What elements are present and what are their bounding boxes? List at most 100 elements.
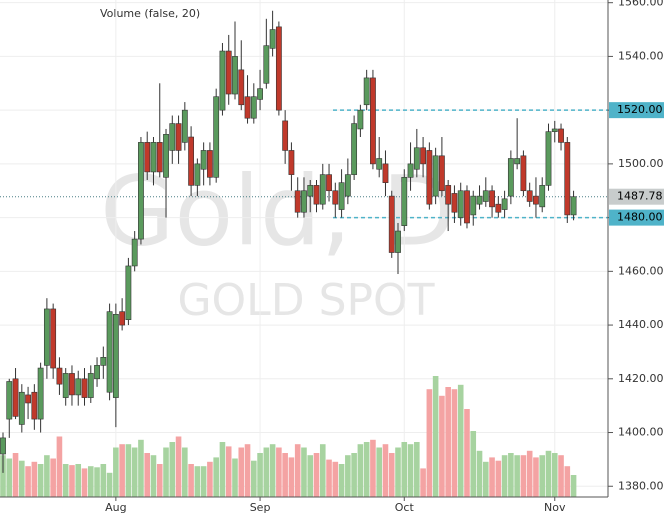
volume-bar <box>426 389 433 497</box>
candle-body <box>470 195 477 216</box>
candle-body <box>376 158 383 170</box>
candle-body <box>570 196 577 216</box>
y-tick-label: 1560.00 <box>618 0 664 9</box>
volume-bar <box>19 460 25 497</box>
volume-bar <box>558 455 564 497</box>
candle-body <box>388 195 395 253</box>
x-tick-label: Nov <box>544 501 566 514</box>
volume-bar <box>432 376 439 497</box>
volume-bar <box>12 453 19 497</box>
last-price-label: 1487.78 <box>617 190 663 203</box>
volume-bar <box>225 446 232 497</box>
volume-bar <box>276 447 282 497</box>
candle-body <box>225 50 232 95</box>
candle-body <box>526 190 533 202</box>
volume-bar <box>445 387 451 497</box>
candle-body <box>326 174 332 192</box>
y-tick-label: 1440.00 <box>618 318 664 331</box>
candle-body <box>207 150 213 178</box>
candle-body <box>138 142 144 240</box>
candle-body <box>112 314 119 398</box>
candle-body <box>294 190 301 213</box>
y-tick-label: 1540.00 <box>618 49 664 62</box>
candle-body <box>106 311 113 393</box>
candle-body <box>432 155 439 197</box>
volume-bar <box>119 444 125 497</box>
volume-bar <box>213 457 219 497</box>
volume-bar <box>169 442 176 497</box>
candle-body <box>18 391 25 425</box>
candle-body <box>25 394 31 404</box>
volume-bar <box>363 442 370 497</box>
candle-body <box>75 378 82 396</box>
candle-body <box>482 190 489 202</box>
candle-body <box>507 158 514 197</box>
y-tick-label: 1380.00 <box>618 479 664 492</box>
volume-bar <box>401 442 408 497</box>
volume-bar <box>244 444 251 497</box>
legend-text: Volume (false, 20) <box>100 7 200 20</box>
volume-bar <box>501 455 508 497</box>
level-label: 1520.00 <box>617 103 663 116</box>
candle-body <box>464 190 470 224</box>
candle-body <box>144 142 151 173</box>
volume-bar <box>388 453 395 497</box>
candle-body <box>407 163 414 178</box>
candle-body <box>495 203 502 213</box>
candle-body <box>169 123 176 151</box>
x-tick-label: Sep <box>250 501 271 514</box>
volume-bar <box>338 464 345 497</box>
level-box <box>609 102 664 119</box>
volume-bar <box>307 455 314 497</box>
volume-bar <box>370 439 376 497</box>
candle-body <box>514 158 521 165</box>
volume-bar <box>570 475 577 497</box>
volume-bar <box>87 466 94 497</box>
volume-bar <box>282 453 288 497</box>
volume-bar <box>207 461 213 497</box>
y-tick-label: 1420.00 <box>618 372 664 385</box>
candle-body <box>539 185 546 208</box>
volume-bar <box>0 455 6 497</box>
candle-body <box>551 128 558 132</box>
volume-bar <box>263 447 270 497</box>
volume-bar <box>188 464 194 497</box>
volume-bar <box>94 467 100 497</box>
candle-body <box>501 198 508 210</box>
candle-body <box>163 134 169 178</box>
volume-bar <box>100 464 107 497</box>
candle-body <box>125 265 132 320</box>
candle-body <box>257 88 263 100</box>
candle-body <box>200 150 207 170</box>
volume-bar <box>56 436 63 497</box>
volume-bar <box>6 458 13 497</box>
volume-bar <box>62 464 69 497</box>
volume-bar <box>357 444 364 497</box>
volume-bar <box>219 442 226 497</box>
candle-body <box>357 109 364 130</box>
volume-bar <box>564 466 571 497</box>
volume-bar <box>526 450 533 497</box>
volume-bar <box>551 453 558 497</box>
volume-bar <box>288 457 295 497</box>
volume-bar <box>508 453 514 497</box>
volume-bar <box>37 464 44 497</box>
volume-bar <box>25 466 31 497</box>
volume-bar <box>194 466 201 497</box>
volume-bar <box>138 439 144 497</box>
volume-bar <box>326 459 332 497</box>
volume-bar <box>269 444 276 497</box>
candle-body <box>476 195 483 205</box>
volume-bar <box>75 464 82 497</box>
volume-bar <box>470 431 477 497</box>
volume-bar <box>319 444 326 497</box>
volume-bar <box>156 464 163 497</box>
volume-bar <box>345 455 351 497</box>
candle-body <box>363 77 370 106</box>
candle-body <box>87 373 94 398</box>
candle-body <box>175 123 182 151</box>
candle-body <box>451 193 458 213</box>
candle-body <box>457 190 464 218</box>
level-label: 1480.00 <box>617 211 663 224</box>
candle-body <box>370 77 376 165</box>
